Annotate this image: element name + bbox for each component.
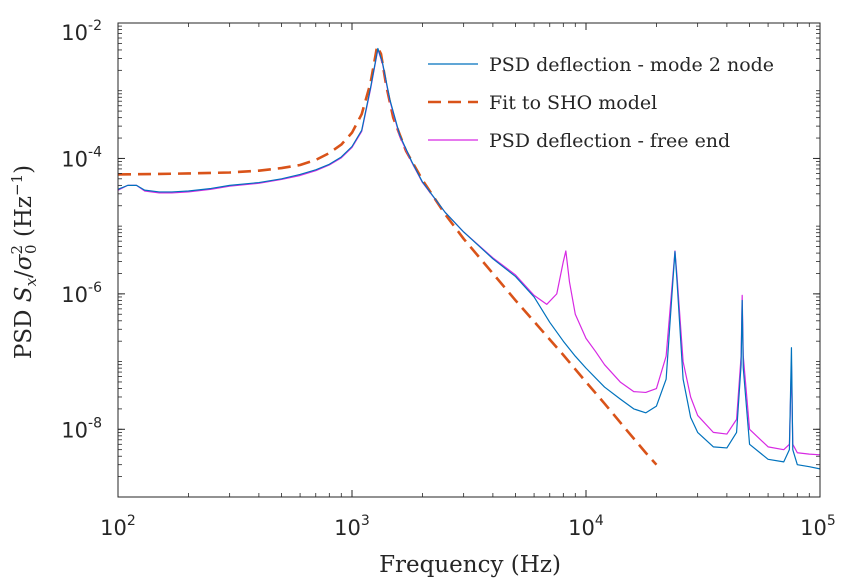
legend-label-free-end: PSD deflection - free end bbox=[489, 130, 730, 152]
x-axis-title: Frequency (Hz) bbox=[379, 552, 561, 578]
legend-label-sho-fit: Fit to SHO model bbox=[489, 92, 657, 114]
legend-label-mode-2-node: PSD deflection - mode 2 node bbox=[489, 54, 774, 76]
